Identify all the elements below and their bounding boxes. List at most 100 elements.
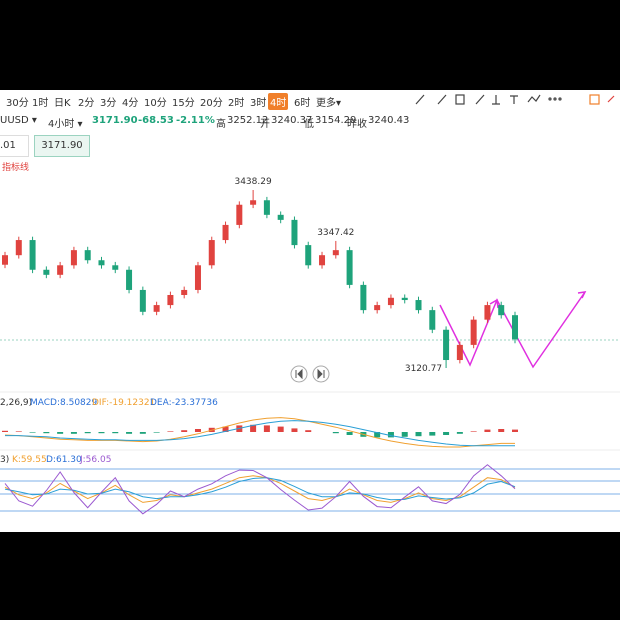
macd-bar (415, 432, 422, 437)
quote-change-pct: -2.11% (176, 115, 215, 126)
macd-bar (387, 432, 394, 438)
candle-body (181, 289, 188, 295)
macd-bar (277, 426, 284, 432)
candle-body (387, 297, 394, 306)
quote-prev-label: 昨收 (347, 119, 367, 130)
macd-bar (456, 432, 463, 434)
k-label: K:59.55 (12, 455, 47, 465)
macd-bar (250, 424, 257, 432)
candle-body (498, 305, 505, 316)
quote-open: 3240.37 (271, 115, 313, 126)
macd-bar (139, 432, 146, 434)
tool-icons (415, 94, 615, 105)
candle-body (470, 319, 477, 345)
interval-tab[interactable]: 3时 (250, 98, 267, 109)
candle-body (222, 224, 229, 241)
candle-body (15, 240, 22, 256)
interval-tab[interactable]: 4时 (268, 93, 289, 110)
quote-low-label: 低 (304, 119, 314, 130)
chart: 2,26,9) MACD:8.50829 DIF:-19.12321 DEA:-… (0, 177, 620, 515)
candle-body (277, 214, 284, 220)
interval-tab[interactable]: 3分 (100, 98, 117, 109)
macd-bar (401, 432, 408, 437)
d-label: D:61.30 (46, 455, 82, 465)
candle-body (194, 265, 201, 290)
macd-bar (346, 432, 353, 435)
candle-body (374, 305, 381, 311)
d-line (4, 477, 516, 501)
candle-body (57, 265, 64, 275)
interval-tab[interactable]: 30分 (6, 98, 29, 109)
interval-tab[interactable]: 2时 (228, 98, 245, 109)
candle-body (291, 219, 298, 246)
interval-tab[interactable]: 6时 (294, 98, 311, 109)
macd-bar (484, 429, 491, 432)
interval-tab[interactable]: 20分 (200, 98, 223, 109)
quote-change: -68.53 (138, 115, 174, 126)
trading-app: 30分 1时 日K 2分 3分 4分 10分 15分 20分 2时 3时 4时 6时 更多▾ UUSD ▾… (0, 90, 620, 532)
j-line (4, 464, 516, 515)
dea-line (5, 420, 515, 447)
quote-low: 3154.29 (315, 115, 357, 126)
macd-bar (194, 429, 201, 432)
macd-bar (181, 430, 188, 432)
interval-tab[interactable]: 10分 (144, 98, 167, 109)
candle-body (29, 240, 36, 270)
candle-body (43, 269, 50, 275)
candle-body (2, 255, 8, 265)
quote-high-label: 高 (216, 119, 226, 130)
candle-body (305, 245, 312, 266)
quote-high: 3252.12 (227, 115, 269, 126)
candle-body (360, 284, 367, 311)
macd-bar (29, 432, 36, 433)
interval-tab[interactable]: 4分 (122, 98, 139, 109)
macd-bar (305, 430, 312, 432)
dif-line (4, 417, 515, 448)
candle-body (319, 255, 326, 266)
candle-body (429, 310, 436, 330)
macd-bar (43, 432, 50, 434)
macd-bar (84, 432, 91, 434)
macd-bar (167, 431, 174, 432)
nav-buttons[interactable] (290, 365, 330, 383)
kdj-bands (0, 468, 620, 512)
candle-body (346, 250, 353, 285)
macd-bar (70, 432, 77, 434)
macd-bar (15, 431, 22, 432)
quote-open-label: 开 (260, 119, 270, 130)
candle-body (443, 329, 450, 361)
candle-body (70, 250, 77, 266)
macd-bar (470, 431, 477, 432)
high-label: 3347.42 (317, 228, 354, 238)
candle-body (263, 200, 270, 215)
high-label: 3438.29 (234, 177, 271, 187)
candle-body (112, 265, 119, 270)
candle-body (456, 344, 463, 361)
macd-bar (126, 432, 133, 434)
quote-period: 4小时 ▾ (48, 119, 83, 130)
macd-bar (291, 428, 298, 432)
macd-bar (374, 432, 381, 438)
candle-body (167, 294, 174, 306)
interval-tab[interactable]: 15分 (172, 98, 195, 109)
macd-bar (332, 432, 339, 434)
interval-tab[interactable]: 1时 (32, 98, 49, 109)
candle-body (415, 300, 422, 311)
price-button[interactable]: 3171.90 (34, 135, 90, 157)
dif-label: DIF:-19.12321 (92, 398, 155, 408)
interval-tab[interactable]: 2分 (78, 98, 95, 109)
indicator-note: 指标线 (2, 163, 30, 173)
candle-body (84, 250, 91, 261)
quote-last: 3171.90 (92, 115, 138, 126)
macd-bar (57, 432, 64, 434)
candle-body (332, 250, 339, 256)
candle-body (512, 315, 518, 340)
interval-tab[interactable]: 更多▾ (316, 98, 342, 109)
candle-body (208, 240, 215, 266)
price-input[interactable]: .01 (0, 135, 29, 157)
candle-body (236, 204, 243, 225)
macd-label: MACD:8.50829 (30, 398, 98, 408)
candle-body (250, 200, 257, 205)
interval-tab[interactable]: 日K (54, 98, 71, 109)
macd-params: 2,26,9) (0, 398, 32, 408)
